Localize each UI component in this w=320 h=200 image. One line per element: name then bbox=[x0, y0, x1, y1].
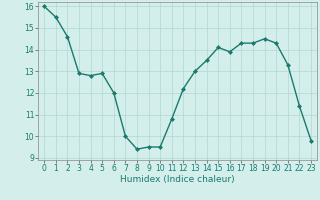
X-axis label: Humidex (Indice chaleur): Humidex (Indice chaleur) bbox=[120, 175, 235, 184]
